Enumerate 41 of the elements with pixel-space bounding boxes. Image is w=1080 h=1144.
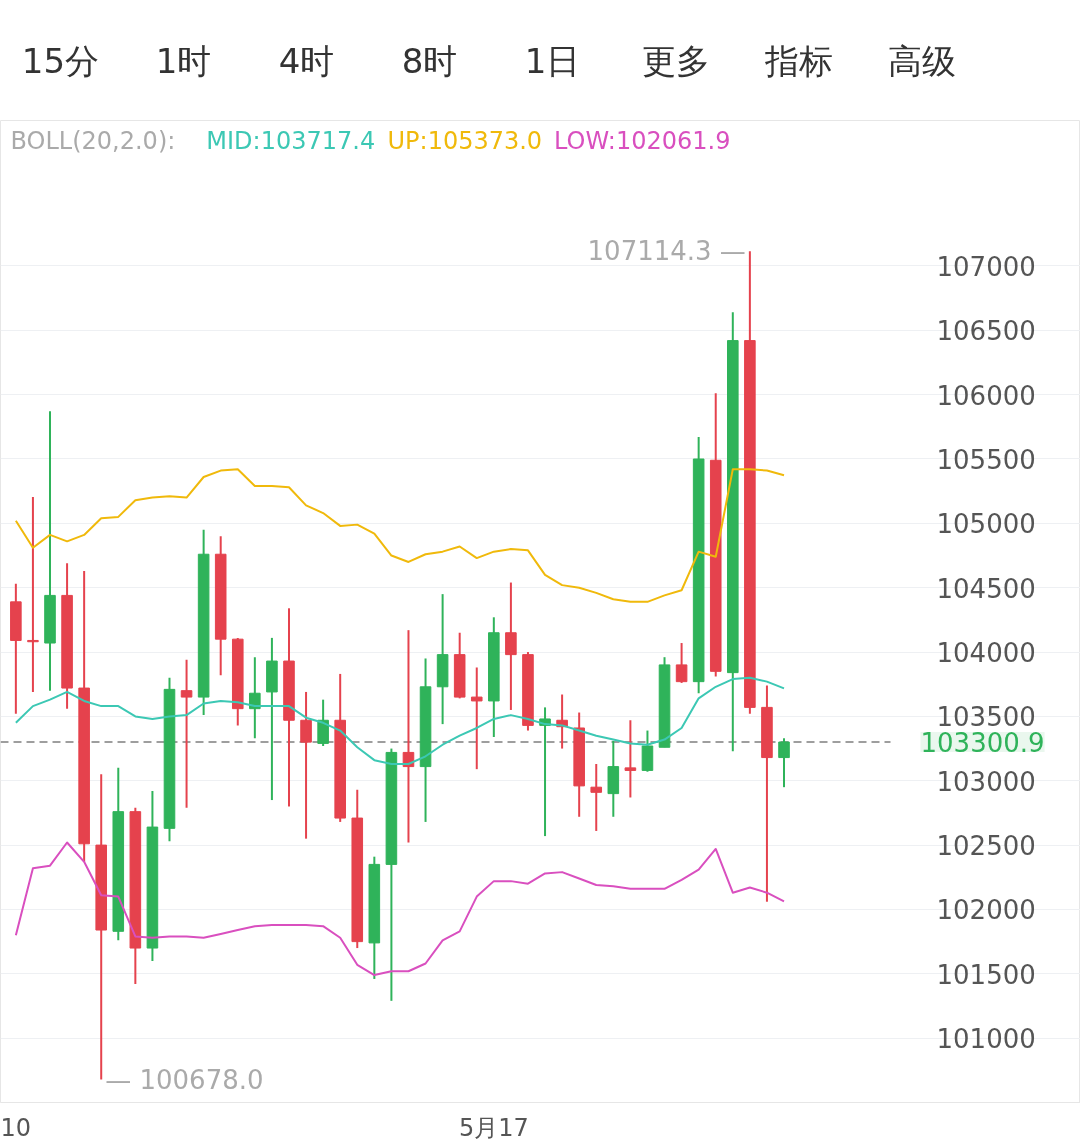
line-series [14,841,786,977]
y-tick-label: 105000 [936,509,1036,540]
y-tick-label: 104000 [936,638,1036,669]
text: MID:103717.4 [206,126,376,155]
x-tick-label: 5月17 [458,1113,529,1142]
y-tick-label: 101500 [936,959,1036,990]
annotation: 107114.3 — [587,236,746,267]
annotation: — 100678.0 [105,1064,264,1095]
text: 高级 [887,40,956,81]
candlestick [317,698,329,747]
y-tick-label: 103000 [936,766,1036,797]
candlestick [778,737,790,789]
text: 指标 [763,40,833,81]
text: 更多 [641,40,710,81]
text: LOW:102061.9 [554,126,731,155]
y-tick-label: 102500 [936,831,1036,862]
candlestick [300,690,312,840]
y-tick-label: 104500 [936,573,1036,604]
y-tick-label: 105500 [936,444,1036,475]
candlestick [27,495,39,693]
text: 4时 [278,40,335,81]
y-tick-label: 106000 [936,380,1036,411]
candlestick [470,666,483,771]
line-series [14,676,786,766]
x-tick-label: 10 [0,1113,32,1142]
chart-subtitle: BOLL(20,2.0): [10,126,176,155]
text: 15分 [21,40,100,81]
candlestick [590,763,603,832]
text: 1时 [155,40,212,81]
candlestick [180,658,193,809]
candlestick [675,642,688,684]
y-tick-label: 106500 [936,316,1036,347]
text: 8时 [401,40,458,81]
text: UP:105373.0 [387,126,543,155]
y-tick-label: 102000 [936,895,1036,926]
candlestick [624,719,637,799]
candlestick [505,581,517,711]
y-tick-label: 107000 [936,251,1036,282]
line-series [14,468,786,603]
y-tick-label: 101000 [936,1024,1036,1055]
text: 1日 [524,40,581,81]
